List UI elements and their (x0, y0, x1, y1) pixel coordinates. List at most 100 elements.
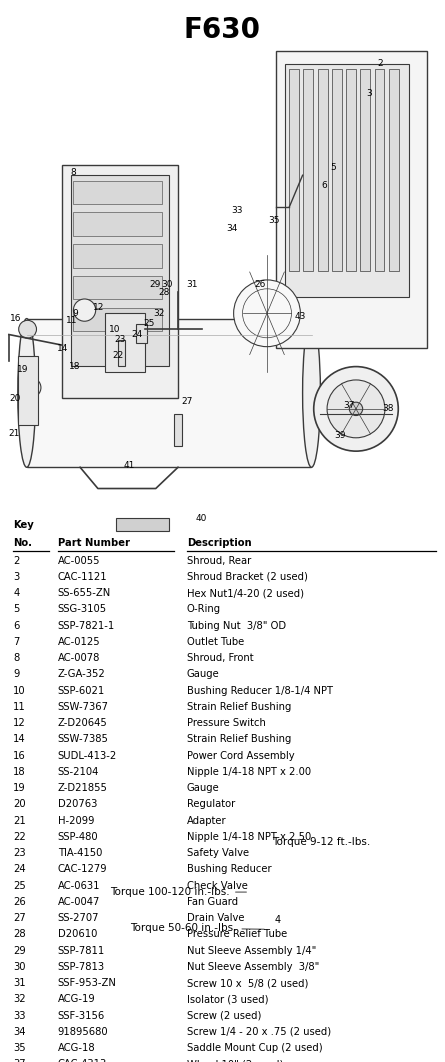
Bar (73, 212, 162, 236)
Text: 27: 27 (182, 397, 193, 406)
Text: 39: 39 (335, 431, 346, 440)
Text: Screw 10 x  5/8 (2 used): Screw 10 x 5/8 (2 used) (187, 978, 308, 988)
Text: 41: 41 (124, 461, 135, 469)
Text: Wheel 10" (2 used): Wheel 10" (2 used) (187, 1059, 283, 1062)
Text: 37: 37 (344, 401, 355, 410)
Bar (318, 69, 328, 271)
Text: Bushing Reducer: Bushing Reducer (187, 864, 271, 874)
Text: D20763: D20763 (58, 800, 97, 809)
Text: 5: 5 (13, 604, 20, 615)
Text: Key: Key (13, 520, 34, 530)
Bar (346, 69, 356, 271)
Text: Outlet Tube: Outlet Tube (187, 637, 244, 647)
Text: 24: 24 (131, 330, 142, 339)
Text: 7: 7 (13, 637, 20, 647)
Text: AC-0631: AC-0631 (58, 880, 101, 891)
Text: 3: 3 (13, 571, 20, 582)
Text: 19: 19 (13, 783, 26, 793)
Text: 25: 25 (13, 880, 26, 891)
Text: 12: 12 (13, 718, 26, 729)
Bar (73, 276, 162, 299)
Text: 6: 6 (13, 620, 20, 631)
Text: Safety Valve: Safety Valve (187, 849, 249, 858)
Text: Z-D20645: Z-D20645 (58, 718, 108, 729)
Text: 9: 9 (73, 309, 78, 318)
Text: 12: 12 (93, 304, 105, 312)
Ellipse shape (303, 319, 320, 467)
Text: CAC-1121: CAC-1121 (58, 571, 108, 582)
Text: 6: 6 (321, 182, 327, 190)
Text: 38: 38 (382, 405, 393, 413)
Text: 4: 4 (275, 914, 281, 925)
Text: SSG-3105: SSG-3105 (58, 604, 107, 615)
Text: O-Ring: O-Ring (187, 604, 221, 615)
Text: Z-GA-352: Z-GA-352 (58, 669, 105, 680)
Text: 3: 3 (366, 89, 372, 98)
Text: 2: 2 (377, 59, 383, 68)
Text: 34: 34 (13, 1027, 26, 1037)
Text: Pressure Relief Tube: Pressure Relief Tube (187, 929, 287, 940)
Text: 21: 21 (8, 429, 20, 438)
Bar (27, 319, 311, 467)
Text: Gauge: Gauge (187, 669, 220, 680)
Text: Fan Guard: Fan Guard (187, 896, 238, 907)
Text: 23: 23 (115, 336, 126, 344)
Text: 18: 18 (13, 767, 26, 777)
Ellipse shape (18, 319, 36, 467)
Text: 14: 14 (13, 734, 26, 744)
Text: ACG-18: ACG-18 (58, 1043, 96, 1054)
Text: Torque 9-12 ft.-lbs.: Torque 9-12 ft.-lbs. (272, 837, 371, 847)
Text: 4: 4 (13, 588, 20, 598)
Text: Nut Sleeve Assembly  3/8": Nut Sleeve Assembly 3/8" (187, 962, 319, 972)
Text: 11: 11 (13, 702, 26, 712)
Text: SS-655-ZN: SS-655-ZN (58, 588, 111, 598)
Bar (73, 181, 162, 204)
Text: SSP-6021: SSP-6021 (58, 686, 105, 696)
Text: Check Valve: Check Valve (187, 880, 248, 891)
Text: Gauge: Gauge (187, 783, 220, 793)
Text: 22: 22 (13, 832, 26, 842)
Text: 32: 32 (154, 309, 165, 318)
Text: 26: 26 (13, 896, 26, 907)
Text: SS-2104: SS-2104 (58, 767, 99, 777)
Text: Strain Relief Bushing: Strain Relief Bushing (187, 702, 291, 712)
Text: 19: 19 (17, 365, 28, 374)
Text: Part Number: Part Number (58, 537, 130, 548)
Text: 14: 14 (57, 344, 69, 353)
Text: Isolator (3 used): Isolator (3 used) (187, 994, 268, 1005)
Text: 20: 20 (13, 800, 26, 809)
Text: Strain Relief Bushing: Strain Relief Bushing (187, 734, 291, 744)
Text: 16: 16 (13, 751, 26, 760)
Text: 37: 37 (13, 1059, 26, 1062)
Text: 29: 29 (13, 945, 26, 956)
Text: SSW-7385: SSW-7385 (58, 734, 109, 744)
Bar (303, 69, 313, 271)
Text: CAC-4313: CAC-4313 (58, 1059, 107, 1062)
Text: 30: 30 (13, 962, 26, 972)
Bar (285, 64, 409, 297)
Bar (73, 244, 162, 268)
Text: Pressure Switch: Pressure Switch (187, 718, 266, 729)
Text: 28: 28 (158, 288, 170, 296)
Bar (289, 69, 299, 271)
Text: Hex Nut1/4-20 (2 used): Hex Nut1/4-20 (2 used) (187, 588, 304, 598)
Text: 31: 31 (186, 280, 198, 289)
Text: 21: 21 (13, 816, 26, 825)
Text: 24: 24 (13, 864, 26, 874)
Text: Shroud, Front: Shroud, Front (187, 653, 254, 663)
Text: ACG-19: ACG-19 (58, 994, 96, 1005)
Bar (174, 414, 182, 446)
Text: SS-2707: SS-2707 (58, 913, 99, 923)
Text: 8: 8 (70, 168, 76, 176)
Text: 30: 30 (161, 280, 173, 289)
Text: Nipple 1/4-18 NPT x 2.50: Nipple 1/4-18 NPT x 2.50 (187, 832, 311, 842)
Bar (360, 69, 370, 271)
Bar (18, 356, 38, 425)
Text: 35: 35 (268, 217, 279, 225)
Bar (62, 165, 178, 398)
Text: AC-0055: AC-0055 (58, 555, 101, 566)
Text: Screw (2 used): Screw (2 used) (187, 1011, 261, 1021)
Text: 22: 22 (112, 352, 123, 360)
Text: 25: 25 (143, 320, 155, 328)
Text: Shroud, Rear: Shroud, Rear (187, 555, 251, 566)
